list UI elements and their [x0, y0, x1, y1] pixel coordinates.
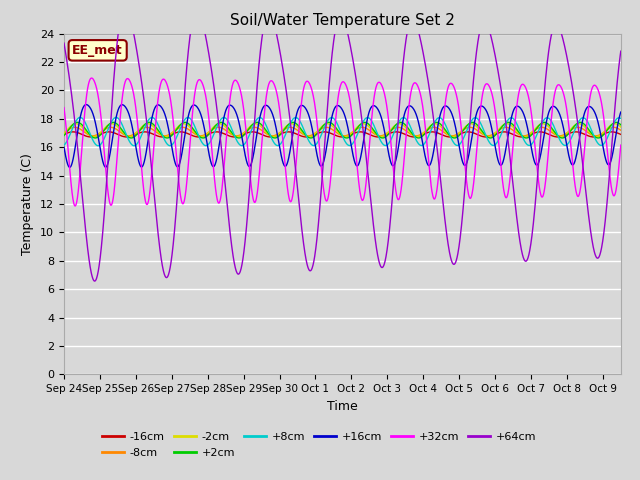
Title: Soil/Water Temperature Set 2: Soil/Water Temperature Set 2 [230, 13, 455, 28]
Text: EE_met: EE_met [72, 44, 123, 57]
X-axis label: Time: Time [327, 400, 358, 413]
Y-axis label: Temperature (C): Temperature (C) [22, 153, 35, 255]
Legend: -16cm, -8cm, -2cm, +2cm, +8cm, +16cm, +32cm, +64cm: -16cm, -8cm, -2cm, +2cm, +8cm, +16cm, +3… [97, 428, 541, 462]
